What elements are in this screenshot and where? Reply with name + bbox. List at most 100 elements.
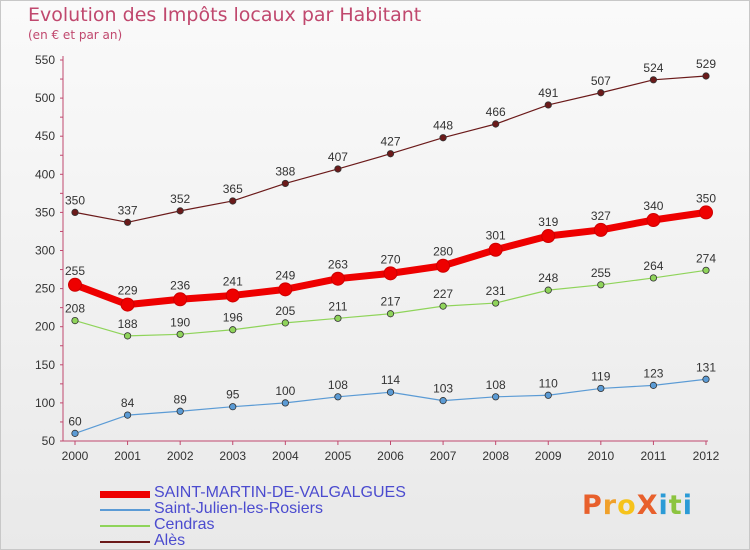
data-label-cendras: 188 (118, 317, 138, 331)
data-point-saint-julien-les-rosiers (123, 411, 132, 419)
data-label-saint-julien-les-rosiers: 123 (643, 366, 663, 380)
data-label-cendras: 274 (696, 251, 716, 265)
legend-swatch (100, 509, 150, 511)
y-tick-label: 200 (35, 320, 55, 334)
data-label-saint-martin-de-valgalgues: 229 (118, 284, 138, 298)
data-point-ales (649, 76, 658, 84)
data-point-saint-julien-les-rosiers (544, 391, 552, 399)
x-tick-label: 2003 (219, 449, 246, 463)
data-point-saint-martin-de-valgalgues (646, 213, 661, 228)
data-point-ales (544, 101, 552, 109)
data-label-ales: 407 (328, 150, 348, 164)
logo-letter: r (602, 490, 618, 521)
data-point-saint-julien-les-rosiers (649, 381, 658, 389)
data-point-saint-julien-les-rosiers (229, 403, 237, 411)
data-point-ales (334, 165, 342, 173)
data-point-cendras (281, 319, 289, 327)
data-point-cendras (439, 302, 447, 310)
data-label-cendras: 255 (591, 266, 611, 280)
logo-letter: X (636, 490, 659, 521)
chart-subtitle: (en € et par an) (28, 28, 123, 42)
data-label-cendras: 227 (433, 287, 453, 301)
data-point-ales (439, 134, 447, 142)
y-tick-label: 400 (35, 167, 55, 181)
data-point-ales (71, 208, 79, 216)
data-label-cendras: 205 (275, 304, 295, 318)
chart-title: Evolution des Impôts locaux par Habitant (28, 4, 422, 26)
x-tick-label: 2009 (535, 449, 562, 463)
data-label-saint-julien-les-rosiers: 108 (328, 378, 348, 392)
x-tick-label: 2002 (167, 449, 194, 463)
data-label-ales: 337 (118, 203, 138, 217)
data-point-cendras (71, 317, 79, 325)
data-point-ales (597, 89, 605, 97)
data-label-cendras: 211 (328, 299, 347, 313)
data-label-saint-julien-les-rosiers: 84 (121, 396, 135, 410)
logo-letter: i (658, 490, 669, 521)
y-tick-label: 300 (35, 244, 55, 258)
data-label-saint-martin-de-valgalgues: 301 (486, 229, 506, 243)
data-label-ales: 529 (696, 57, 716, 71)
data-point-saint-martin-de-valgalgues (436, 258, 451, 273)
data-point-saint-julien-les-rosiers (281, 399, 289, 407)
data-label-saint-martin-de-valgalgues: 327 (591, 209, 611, 223)
data-label-cendras: 217 (380, 295, 400, 309)
data-point-saint-martin-de-valgalgues (225, 288, 240, 303)
data-label-saint-martin-de-valgalgues: 280 (433, 245, 453, 259)
data-point-saint-martin-de-valgalgues (383, 266, 398, 281)
data-label-saint-julien-les-rosiers: 108 (486, 378, 506, 392)
x-tick-label: 2006 (377, 449, 404, 463)
data-label-ales: 507 (591, 74, 611, 88)
data-label-saint-martin-de-valgalgues: 270 (380, 252, 400, 266)
y-tick-label: 550 (35, 53, 55, 67)
series-line-saint-julien-les-rosiers (74, 378, 707, 434)
data-point-saint-julien-les-rosiers (492, 393, 500, 401)
y-tick-label: 350 (35, 205, 55, 219)
data-label-saint-julien-les-rosiers: 119 (591, 369, 610, 383)
data-point-ales (492, 120, 500, 128)
x-tick-label: 2007 (430, 449, 457, 463)
data-point-cendras (334, 314, 342, 322)
data-point-saint-julien-les-rosiers (176, 407, 184, 415)
data-point-saint-julien-les-rosiers (597, 384, 605, 393)
data-label-ales: 448 (433, 119, 453, 133)
legend-label: Alès (154, 532, 186, 549)
logo-letter: P (582, 490, 603, 521)
data-point-saint-martin-de-valgalgues (593, 222, 608, 237)
x-tick-label: 2012 (693, 449, 720, 463)
data-point-cendras (386, 310, 395, 318)
data-point-saint-martin-de-valgalgues (173, 292, 188, 307)
logo-letter: t (668, 490, 683, 521)
data-label-saint-julien-les-rosiers: 95 (226, 388, 240, 402)
data-point-saint-julien-les-rosiers (702, 375, 710, 383)
data-label-ales: 350 (65, 193, 85, 207)
data-label-ales: 491 (538, 86, 558, 100)
data-label-saint-martin-de-valgalgues: 249 (275, 268, 295, 282)
data-point-ales (702, 72, 710, 80)
y-tick-label: 50 (42, 434, 56, 448)
data-point-ales (386, 150, 395, 158)
x-tick-label: 2005 (325, 449, 352, 463)
data-point-cendras (123, 332, 132, 340)
data-label-saint-martin-de-valgalgues: 263 (328, 258, 348, 272)
x-tick-label: 2011 (641, 449, 667, 463)
data-point-saint-martin-de-valgalgues (68, 277, 82, 292)
x-tick-label: 2001 (114, 449, 141, 463)
data-label-cendras: 208 (65, 302, 85, 316)
y-tick-label: 500 (35, 91, 55, 105)
data-point-ales (281, 179, 289, 188)
legend-label: SAINT-MARTIN-DE-VALGALGUES (154, 484, 406, 501)
data-label-saint-martin-de-valgalgues: 236 (170, 278, 190, 292)
data-label-ales: 466 (486, 105, 506, 119)
proxiti-logo: ProXiti (582, 490, 693, 521)
data-point-saint-julien-les-rosiers (334, 393, 342, 401)
y-tick-label: 250 (35, 282, 55, 296)
logo-letter: o (617, 490, 637, 521)
data-point-ales (176, 207, 184, 215)
data-point-cendras (702, 266, 710, 274)
data-label-ales: 524 (643, 61, 663, 75)
data-point-saint-julien-les-rosiers (71, 429, 79, 437)
data-point-cendras (492, 299, 500, 307)
data-label-cendras: 231 (486, 284, 506, 298)
